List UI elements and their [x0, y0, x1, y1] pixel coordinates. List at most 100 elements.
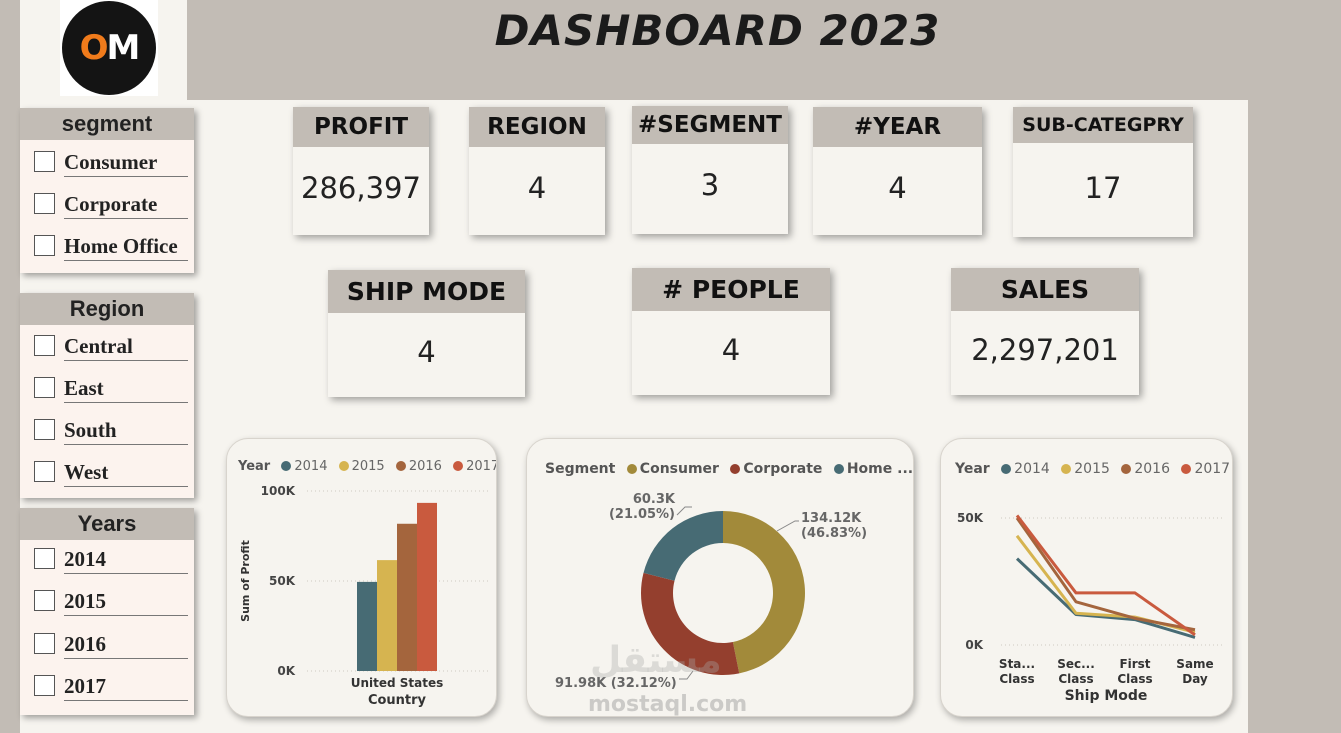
y-axis-title: Sum of Profit — [239, 540, 252, 622]
kpi-value: 286,397 — [301, 171, 421, 205]
bar-2016 — [397, 523, 417, 671]
slicer-option-corporate[interactable]: Corporate — [34, 187, 190, 223]
legend-dot — [453, 461, 464, 471]
profit-by-country-chart[interactable]: Year 2014 2015 2016 2017 100K 50K 0K United… — [226, 438, 497, 717]
checkbox[interactable] — [34, 151, 55, 172]
legend-item: 2014 — [1014, 461, 1050, 477]
chart-legend: Year 2014 2015 2016 2017 — [955, 461, 1230, 477]
legend-dot — [1061, 464, 1072, 474]
kpi-value: 4 — [527, 171, 547, 205]
slicer-option-west[interactable]: West — [34, 455, 190, 491]
x-tick-label: Sec... — [1057, 657, 1095, 671]
label-leader-line — [776, 520, 799, 532]
years-slicer-title: Years — [20, 508, 194, 540]
data-label: (21.05%) — [609, 507, 675, 522]
slicer-option-home-office[interactable]: Home Office — [34, 229, 190, 265]
legend-item: 2016 — [1134, 461, 1170, 477]
years-slicer: Years 2014 2015 2016 2017 — [20, 508, 194, 715]
kpi-label: # PEOPLE — [632, 268, 830, 311]
x-tick-label: Sta... — [999, 657, 1035, 671]
legend-dot — [1001, 464, 1012, 474]
slicer-option-2017[interactable]: 2017 — [34, 669, 190, 705]
kpi-card-segment: #SEGMENT 3 — [632, 106, 788, 234]
legend-dot — [338, 461, 349, 471]
kpi-value: 17 — [1084, 171, 1122, 205]
checkbox[interactable] — [34, 335, 55, 356]
line-series-2016 — [1015, 517, 1196, 632]
data-label: 91.98K (32.12%) — [555, 676, 677, 691]
slicer-option-label: East — [64, 373, 188, 403]
segment-slicer-title: segment — [20, 108, 194, 140]
slicer-option-label: Corporate — [64, 189, 188, 219]
header-band — [187, 0, 1248, 100]
legend-dot — [626, 464, 637, 474]
line-chart-svg: 50K0KSta...ClassSec...ClassFirstClassSam… — [957, 511, 1223, 704]
legend-item: Consumer — [639, 461, 719, 477]
region-slicer: Region Central East South West — [20, 293, 194, 498]
checkbox[interactable] — [34, 633, 55, 654]
legend-dot — [730, 464, 741, 474]
kpi-label: #YEAR — [813, 107, 982, 147]
kpi-card-year: #YEAR 4 — [813, 107, 982, 235]
y-tick-label: 50K — [269, 574, 296, 588]
line-series-2014 — [1015, 557, 1196, 639]
kpi-card-sales: SALES 2,297,201 — [951, 268, 1139, 395]
slicer-option-2016[interactable]: 2016 — [34, 627, 190, 663]
kpi-label: SALES — [951, 268, 1139, 311]
legend-title: Segment — [545, 461, 616, 477]
logo-text: OM — [79, 28, 141, 68]
checkbox[interactable] — [34, 419, 55, 440]
checkbox[interactable] — [34, 461, 55, 482]
line-series-2017 — [1015, 514, 1196, 637]
checkbox[interactable] — [34, 193, 55, 214]
slicer-option-2014[interactable]: 2014 — [34, 542, 190, 578]
legend-dot — [1181, 464, 1192, 474]
legend-dot — [1121, 464, 1132, 474]
slicer-option-south[interactable]: South — [34, 413, 190, 449]
slicer-option-consumer[interactable]: Consumer — [34, 145, 190, 181]
logo: OM — [62, 1, 156, 95]
checkbox[interactable] — [34, 548, 55, 569]
kpi-card-profit: PROFIT 286,397 — [293, 107, 429, 235]
label-leader-line — [679, 670, 694, 680]
checkbox[interactable] — [34, 377, 55, 398]
x-tick-label: Class — [1058, 672, 1093, 686]
segment-donut-chart[interactable]: Segment Consumer Corporate Home ... 134.… — [526, 438, 914, 717]
ship-mode-line-chart[interactable]: Year 2014 2015 2016 2017 50K 0K Sta... Clas… — [940, 438, 1233, 717]
data-label: 60.3K — [633, 492, 676, 507]
legend-item: 2017 — [466, 459, 497, 474]
slicer-option-label: Home Office — [64, 231, 188, 261]
x-tick-label: Class — [999, 672, 1034, 686]
bar-2014 — [357, 581, 377, 671]
slicer-option-central[interactable]: Central — [34, 329, 190, 365]
donut-chart-svg: 134.12K(46.83%) 60.3K(21.05%) 91.98K (32.1… — [555, 492, 867, 691]
legend-item: 2017 — [1194, 461, 1231, 477]
legend-dot — [395, 461, 406, 471]
checkbox[interactable] — [34, 235, 55, 256]
kpi-value: 4 — [721, 333, 741, 367]
kpi-label: REGION — [469, 107, 605, 147]
kpi-label: PROFIT — [293, 107, 429, 147]
kpi-value: 2,297,201 — [971, 333, 1119, 367]
slicer-option-2015[interactable]: 2015 — [34, 584, 190, 620]
donut-slice-corporate — [641, 572, 740, 675]
kpi-value: 4 — [417, 335, 436, 369]
kpi-value: 4 — [888, 171, 907, 205]
right-margin — [1248, 0, 1341, 733]
slicer-option-label: West — [64, 457, 188, 487]
watermark: mostaql.com — [588, 692, 748, 717]
bar-2017 — [417, 502, 437, 671]
checkbox[interactable] — [34, 590, 55, 611]
slicer-option-label: Consumer — [64, 147, 188, 177]
x-tick-label: Day — [1182, 672, 1208, 686]
chart-legend: Segment Consumer Corporate Home ... — [545, 461, 913, 477]
kpi-card-ship-mode: SHIP MODE 4 — [328, 270, 525, 397]
legend-title: Year — [955, 461, 990, 477]
x-axis-title: Ship Mode — [1065, 688, 1148, 704]
slicer-option-east[interactable]: East — [34, 371, 190, 407]
checkbox[interactable] — [34, 675, 55, 696]
slicer-option-label: 2017 — [64, 671, 188, 701]
kpi-value: 3 — [700, 168, 720, 202]
x-tick-label: First — [1119, 657, 1150, 671]
donut-slice-home-office — [643, 511, 723, 581]
